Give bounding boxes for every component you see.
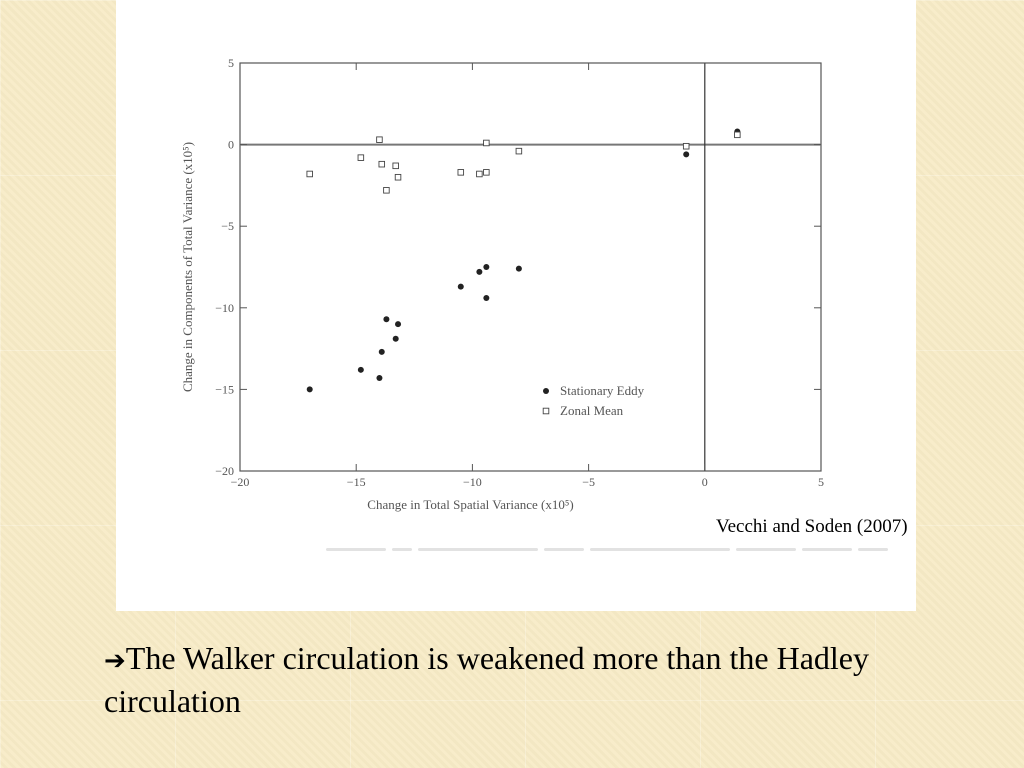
data-point-stationary-eddy [357,366,364,373]
data-point-zonal-mean [383,187,390,194]
legend-label: Stationary Eddy [560,383,645,398]
legend-marker-zonal-mean [542,407,550,415]
data-point-stationary-eddy [457,283,464,290]
data-point-zonal-mean [378,160,386,168]
x-axis-label: Change in Total Spatial Variance (x10⁵) [367,497,573,512]
x-tick-label: −10 [463,475,482,489]
figure-panel: −20 −15 −10 −5 0 5 5 0 −5 −10 −15 −20 Stationary Ed… [116,0,916,611]
data-point-zonal-mean [483,139,490,147]
data-point-zonal-mean [457,169,465,176]
scatter-chart: −20 −15 −10 −5 0 5 5 0 −5 −10 −15 −20 Stationary Ed… [180,56,824,512]
takeaway-statement: The Walker circulation is weakened more … [104,640,869,719]
plot-frame [239,62,822,472]
data-point-zonal-mean [394,173,402,181]
data-point-zonal-mean [483,169,490,176]
takeaway-text: ➔The Walker circulation is weakened more… [104,638,984,721]
data-point-zonal-mean [357,154,365,161]
data-point-zonal-mean [306,170,313,178]
data-point-stationary-eddy [392,335,399,342]
data-point-stationary-eddy [306,386,313,393]
data-point-stationary-eddy [376,374,383,381]
data-point-stationary-eddy [483,264,490,270]
y-tick-label: 0 [228,138,234,152]
data-point-stationary-eddy [476,268,483,275]
data-point-stationary-eddy [395,321,402,328]
y-tick-label: −10 [215,301,234,315]
data-point-stationary-eddy [383,316,390,323]
y-tick-label: −20 [215,464,234,478]
data-point-stationary-eddy [378,348,385,355]
y-tick-label: −5 [221,219,234,233]
y-tick-label: −15 [215,382,234,396]
y-tick-label: 5 [228,56,234,70]
data-point-stationary-eddy [483,295,490,302]
data-point-zonal-mean [682,142,690,150]
legend-marker-stationary-eddy [543,388,549,394]
x-tick-label: −20 [231,475,250,489]
y-axis-label: Change in Components of Total Variance (… [180,142,195,392]
x-tick-label: 5 [818,475,824,489]
data-point-zonal-mean [376,136,383,143]
x-tick-label: −15 [347,475,366,489]
arrow-right-icon: ➔ [104,646,126,676]
blurred-caption-strip [326,548,888,551]
data-point-zonal-mean [392,162,399,170]
legend-label: Zonal Mean [560,403,624,418]
data-point-zonal-mean [734,131,741,139]
x-tick-label: 0 [702,475,708,489]
x-tick-label: −5 [582,475,595,489]
data-point-stationary-eddy [515,265,522,272]
data-point-stationary-eddy [683,151,690,158]
data-point-zonal-mean [515,147,523,155]
figure-citation: Vecchi and Soden (2007) [716,516,908,537]
data-point-zonal-mean [476,170,483,178]
